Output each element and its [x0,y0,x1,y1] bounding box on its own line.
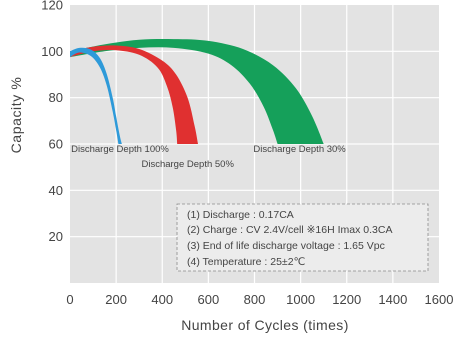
series-area-depth-50 [70,45,198,144]
y-tick-label: 20 [49,229,63,244]
x-tick-label: 600 [198,292,220,307]
y-tick-label: 60 [49,137,63,152]
note-4: (4) Temperature : 25±2℃ [187,256,305,268]
x-tick-label: 400 [151,292,173,307]
x-tick-label: 1400 [378,292,407,307]
x-tick-labels: 0 200 400 600 800 1000 1200 1400 1600 [66,292,453,307]
series-annotations: Discharge Depth 100% Discharge Depth 50% D… [71,144,346,170]
series-area-depth-30 [70,38,324,144]
series-area-depth-100 [70,47,122,144]
test-conditions-box: (1) Discharge : 0.17CA (2) Charge : CV 2… [176,203,429,272]
y-tick-labels: 20 40 60 80 100 120 [41,0,63,244]
x-tick-label: 0 [66,292,73,307]
series-annotation: Discharge Depth 30% [253,144,346,155]
y-axis-title: Capacity % [8,77,24,154]
y-tick-label: 120 [41,0,63,13]
note-3: (3) End of life discharge voltage : 1.65… [187,240,385,252]
x-tick-label: 1600 [425,292,454,307]
y-tick-label: 40 [49,183,63,198]
x-tick-label: 1000 [286,292,315,307]
series-areas [70,38,324,144]
notes-frame [176,203,429,272]
x-tick-label: 1200 [332,292,361,307]
note-1: (1) Discharge : 0.17CA [187,209,294,221]
y-tick-label: 80 [49,90,63,105]
x-tick-label: 800 [244,292,266,307]
note-2: (2) Charge : CV 2.4V/cell ※16H Imax 0.3C… [187,224,392,236]
x-tick-label: 200 [105,292,127,307]
series-annotation: Discharge Depth 50% [141,159,234,170]
x-axis-title: Number of Cycles (times) [181,317,349,333]
y-tick-label: 100 [41,44,63,59]
series-annotation: Discharge Depth 100% [71,144,169,155]
